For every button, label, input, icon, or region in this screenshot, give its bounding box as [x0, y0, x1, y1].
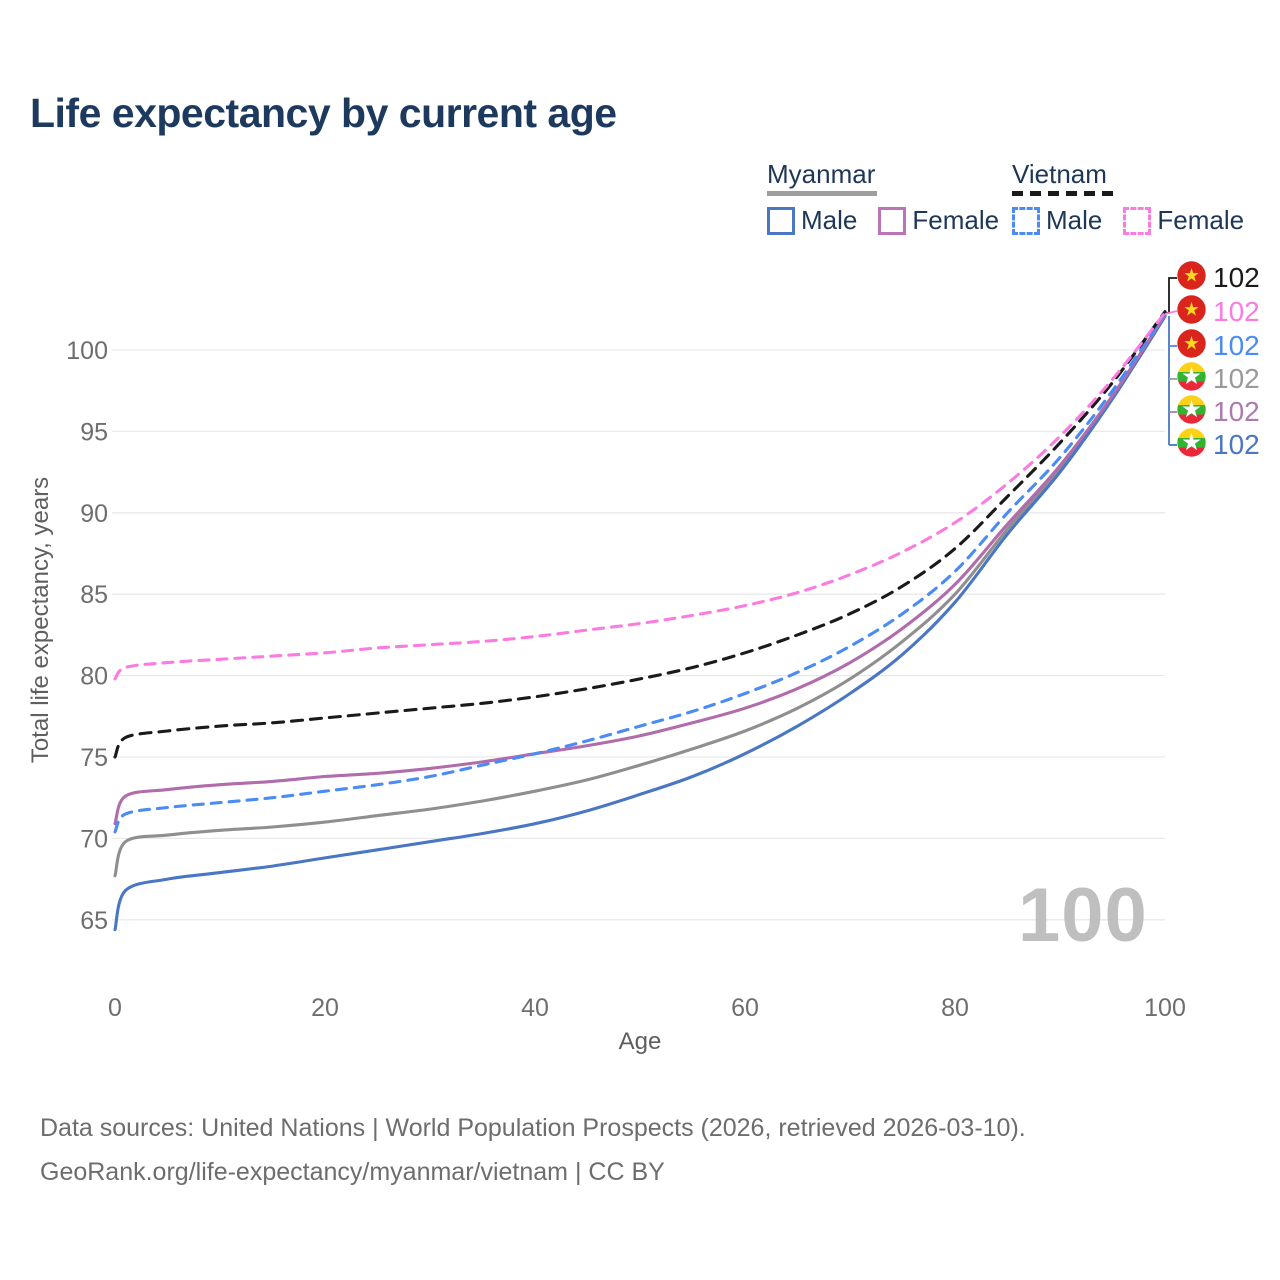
- x-tick-label: 40: [521, 994, 549, 1022]
- endpoint-value: 102: [1213, 396, 1260, 427]
- y-tick-label: 85: [80, 581, 108, 609]
- endpoint-flag: [1177, 428, 1206, 462]
- x-tick-label: 100: [1144, 994, 1186, 1022]
- data-sources-footer: Data sources: United Nations | World Pop…: [40, 1106, 1026, 1194]
- vietnam-flag-icon: [1177, 261, 1206, 290]
- legend-header-myanmar: Myanmar: [767, 159, 876, 189]
- legend-item-myanmar-male[interactable]: Male: [767, 205, 857, 236]
- legend-item-label: Male: [801, 205, 858, 235]
- footer-line-1: Data sources: United Nations | World Pop…: [40, 1114, 1026, 1142]
- y-tick-label: 90: [80, 500, 108, 528]
- age-watermark: 100: [1018, 873, 1148, 958]
- legend-item-label: Female: [912, 205, 1000, 235]
- vietnam-flag-icon: [1177, 295, 1206, 324]
- page-title: Life expectancy by current age: [30, 90, 617, 136]
- x-tick-label: 0: [108, 994, 122, 1022]
- y-tick-label: 100: [66, 337, 108, 365]
- series-lines: [113, 310, 1167, 932]
- endpoint-value: 102: [1213, 330, 1260, 361]
- myanmar-female-swatch-icon: [878, 206, 907, 235]
- gridlines: 65 70 75 80 85 90 95 100 0 20 40 60 80 100: [66, 337, 1186, 1022]
- legend-item-label: Female: [1157, 205, 1245, 235]
- x-tick-label: 20: [311, 994, 339, 1022]
- legend-item-vietnam-female[interactable]: Female: [1123, 205, 1244, 236]
- vietnam-female-swatch-icon: [1123, 206, 1152, 235]
- leader-lines: [1164, 277, 1178, 446]
- legend-group-vietnam: Vietnam Male Female: [1012, 160, 1244, 236]
- series-line: [113, 310, 1167, 759]
- endpoint-row: 102: [1177, 329, 1260, 363]
- endpoint-row: 102: [1177, 428, 1260, 462]
- series-line: [113, 311, 1167, 681]
- series-line: [113, 315, 1167, 932]
- x-axis-title: Age: [619, 1028, 662, 1055]
- y-tick-label: 70: [80, 825, 108, 853]
- endpoint-row: 102: [1177, 362, 1260, 396]
- myanmar-flag-icon: [1177, 362, 1206, 391]
- legend-item-vietnam-male[interactable]: Male: [1012, 205, 1102, 236]
- series-line: [113, 312, 1167, 834]
- endpoint-flag: [1177, 329, 1206, 363]
- vietnam-male-swatch-icon: [1012, 206, 1040, 235]
- y-tick-label: 80: [80, 663, 108, 691]
- vietnam-flag-icon: [1177, 329, 1206, 358]
- endpoint-value: 102: [1213, 296, 1260, 327]
- endpoint-flag: [1177, 261, 1206, 295]
- endpoint-value: 102: [1213, 363, 1260, 394]
- myanmar-male-swatch-icon: [767, 206, 795, 235]
- y-axis-title: Total life expectancy, years: [27, 477, 54, 763]
- endpoint-row: 102: [1177, 261, 1260, 295]
- legend-underline-vietnam: [1012, 191, 1117, 196]
- series-line: [113, 314, 1167, 878]
- legend-header-vietnam: Vietnam: [1012, 159, 1107, 189]
- x-tick-label: 80: [941, 994, 969, 1022]
- legend-underline-myanmar: [767, 191, 877, 196]
- legend-group-myanmar: Myanmar Male Female: [767, 160, 999, 236]
- myanmar-flag-icon: [1177, 428, 1206, 457]
- x-tick-label: 60: [731, 994, 759, 1022]
- footer-line-2: GeoRank.org/life-expectancy/myanmar/viet…: [40, 1158, 665, 1186]
- endpoint-flag: [1177, 362, 1206, 396]
- endpoint-row: 102: [1177, 395, 1260, 429]
- endpoint-value: 102: [1213, 262, 1260, 293]
- y-tick-label: 95: [80, 418, 108, 446]
- legend-item-myanmar-female[interactable]: Female: [878, 205, 999, 236]
- endpoint-value: 102: [1213, 429, 1260, 460]
- legend-item-label: Male: [1046, 205, 1103, 235]
- endpoint-flag: [1177, 395, 1206, 429]
- series-line: [113, 313, 1167, 826]
- y-tick-label: 65: [80, 907, 108, 935]
- endpoint-row: 102: [1177, 295, 1260, 329]
- endpoint-flag: [1177, 295, 1206, 329]
- y-tick-label: 75: [80, 744, 108, 772]
- myanmar-flag-icon: [1177, 395, 1206, 424]
